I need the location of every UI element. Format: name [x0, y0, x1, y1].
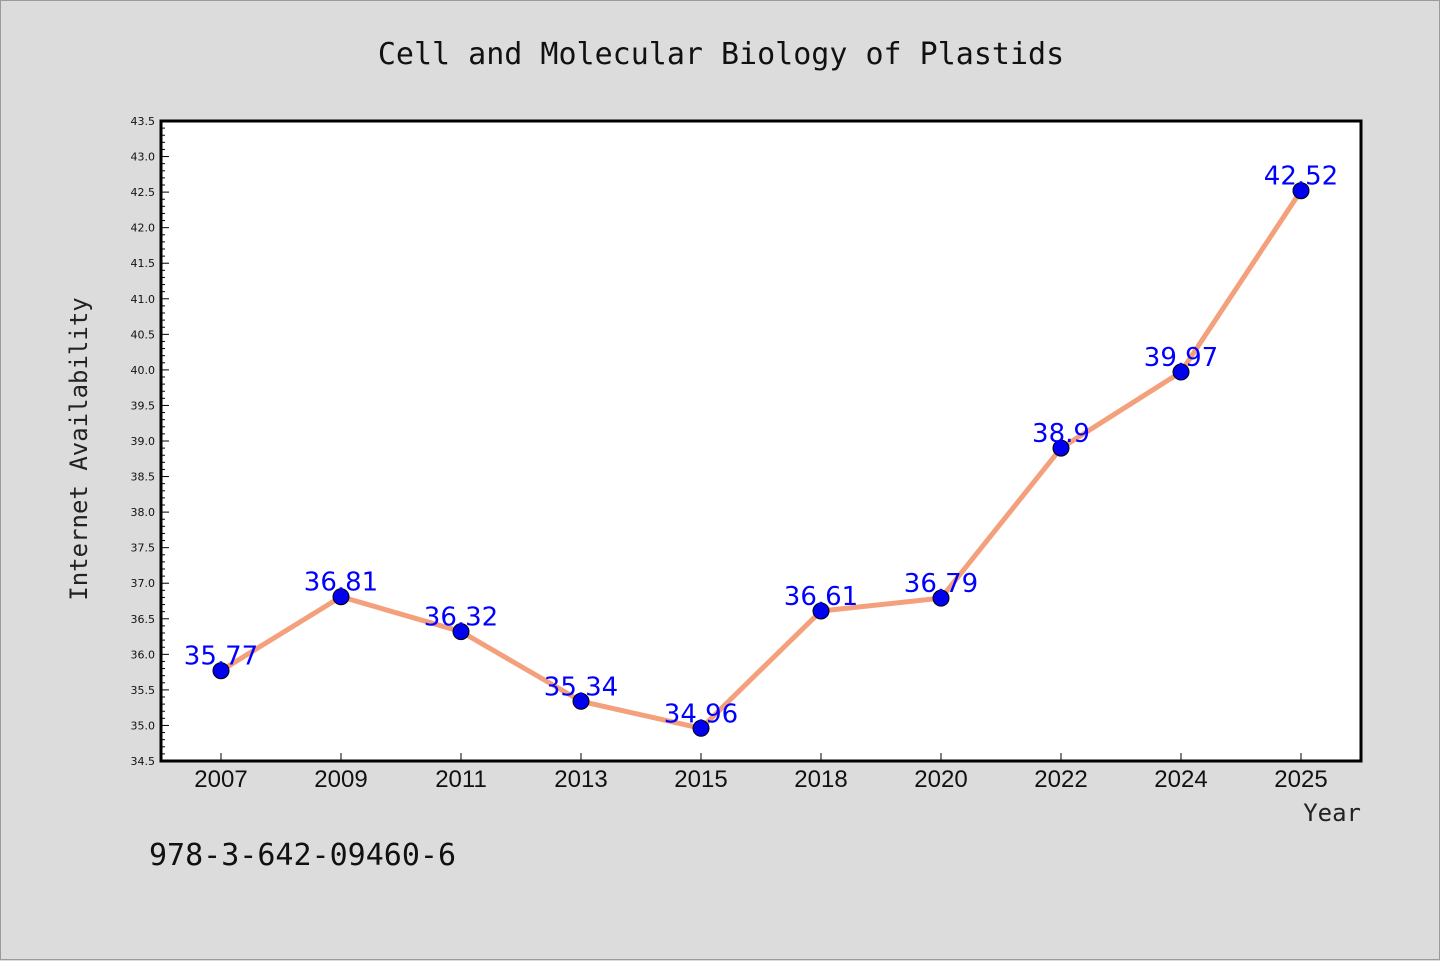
data-point	[932, 589, 950, 607]
data-label-layer: 35.77 36.81 36.32 35.34 34.96 36.61 36.79 38.9 3…	[184, 162, 1338, 730]
x-axis: 2007 2009 2011 2013 2015 2018 2020 2022 2024 2025	[194, 753, 1328, 793]
x-tick-label: 2018	[794, 766, 847, 793]
data-point	[332, 588, 350, 606]
data-point	[812, 602, 830, 620]
data-point	[1052, 439, 1070, 457]
x-tick-label: 2007	[194, 766, 247, 793]
data-point	[452, 623, 470, 641]
y-tick-label: 39.5	[131, 399, 156, 412]
x-tick-label: 2013	[554, 766, 607, 793]
x-tick-label: 2025	[1274, 766, 1327, 793]
y-tick-label: 40.0	[131, 364, 156, 377]
data-label: 39.97	[1144, 343, 1218, 373]
y-tick-label: 35.5	[131, 684, 156, 697]
x-tick-label: 2024	[1154, 766, 1207, 793]
y-tick-label: 35.0	[131, 719, 156, 732]
data-point	[1292, 182, 1310, 200]
data-label: 36.61	[784, 582, 858, 612]
isbn-footer: 978-3-642-09460-6	[149, 838, 456, 873]
y-tick-label: 41.0	[131, 293, 156, 306]
data-label: 34.96	[664, 699, 738, 729]
data-point	[572, 692, 590, 710]
data-label: 42.52	[1264, 162, 1338, 192]
y-tick-label: 36.5	[131, 613, 156, 626]
y-tick-label: 39.0	[131, 435, 156, 448]
x-tick-label: 2020	[914, 766, 967, 793]
series-line	[218, 188, 1304, 731]
x-axis-label: Year	[1303, 799, 1361, 827]
y-tick-label: 37.0	[131, 577, 156, 590]
x-tick-label: 2015	[674, 766, 727, 793]
x-tick-label: 2009	[314, 766, 367, 793]
data-label: 36.79	[904, 569, 978, 599]
y-tick-label: 43.5	[131, 115, 156, 128]
y-tick-label: 38.5	[131, 471, 156, 484]
chart-title: Cell and Molecular Biology of Plastids	[378, 37, 1064, 72]
data-point	[1172, 363, 1190, 381]
y-tick-label: 42.5	[131, 186, 156, 199]
x-tick-label: 2022	[1034, 766, 1087, 793]
x-tick-label: 2011	[435, 766, 487, 793]
data-label: 36.32	[424, 603, 498, 633]
y-axis-label: Internet Availability	[65, 297, 93, 600]
y-tick-label: 43.0	[131, 151, 156, 164]
data-label: 35.77	[184, 642, 258, 672]
series-layer	[212, 182, 1310, 737]
y-tick-label: 34.5	[131, 755, 156, 768]
data-label: 36.81	[304, 568, 378, 598]
data-point	[212, 662, 230, 680]
y-axis: 34.5 35.0 35.5 36.0 36.5 37.0 37.5 38.0 38.5 39.0…	[131, 115, 169, 768]
data-label: 35.34	[544, 672, 618, 702]
plot-area	[159, 119, 1363, 763]
y-tick-label: 38.0	[131, 506, 156, 519]
y-tick-label: 41.5	[131, 257, 156, 270]
data-point	[692, 719, 710, 737]
y-tick-label: 40.5	[131, 328, 156, 341]
y-tick-label: 37.5	[131, 542, 156, 555]
data-label: 38.9	[1032, 419, 1090, 449]
y-tick-label: 36.0	[131, 648, 156, 661]
y-tick-label: 42.0	[131, 222, 156, 235]
